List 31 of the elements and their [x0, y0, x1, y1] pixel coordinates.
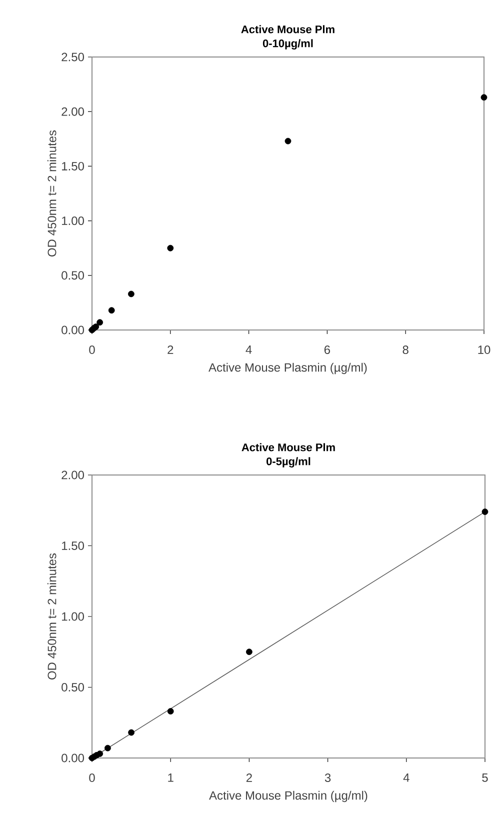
x-tick-label: 0: [89, 774, 95, 782]
x-tick-label: 4: [403, 774, 410, 782]
y-tick-label: 1.00: [62, 216, 84, 226]
chart-subtitle: 0-10µg/ml: [262, 39, 313, 50]
y-tick-label: 1.00: [62, 612, 84, 621]
x-tick-label: 0: [89, 346, 95, 354]
y-axis-title: OD 450nm t= 2 minutes: [47, 553, 56, 680]
y-tick-label: 2.00: [62, 470, 84, 480]
y-tick-label: 1.50: [62, 542, 84, 550]
x-tick-label: 5: [482, 774, 488, 782]
chart-title: Active Mouse Plm: [242, 443, 335, 452]
x-tick-label: 3: [324, 774, 331, 782]
x-tick-label: 8: [402, 346, 408, 354]
y-tick-label: 0.50: [62, 271, 84, 280]
x-tick-label: 2: [246, 774, 252, 782]
y-tick-label: 0.00: [62, 326, 84, 334]
x-tick-label: 2: [168, 346, 174, 354]
y-tick-label: 2.00: [62, 107, 84, 116]
x-tick-label: 6: [324, 346, 330, 354]
y-tick-label: 0.50: [62, 683, 84, 692]
y-tick-label: 2.50: [62, 52, 84, 62]
x-tick-label: 10: [478, 346, 490, 354]
chart-title: Active Mouse Plm: [241, 25, 334, 34]
chart-subtitle: 0-5µg/ml: [266, 457, 310, 468]
x-tick-label: 1: [168, 774, 174, 782]
y-tick-label: 1.50: [62, 162, 84, 170]
y-tick-label: 0.00: [62, 754, 84, 762]
x-tick-label: 4: [246, 346, 252, 354]
y-axis-title: OD 450nm t= 2 minutes: [47, 130, 56, 256]
x-axis-title: Active Mouse Plasmin (µg/ml): [208, 362, 367, 374]
x-axis-title: Active Mouse Plasmin (µg/ml): [209, 790, 368, 802]
